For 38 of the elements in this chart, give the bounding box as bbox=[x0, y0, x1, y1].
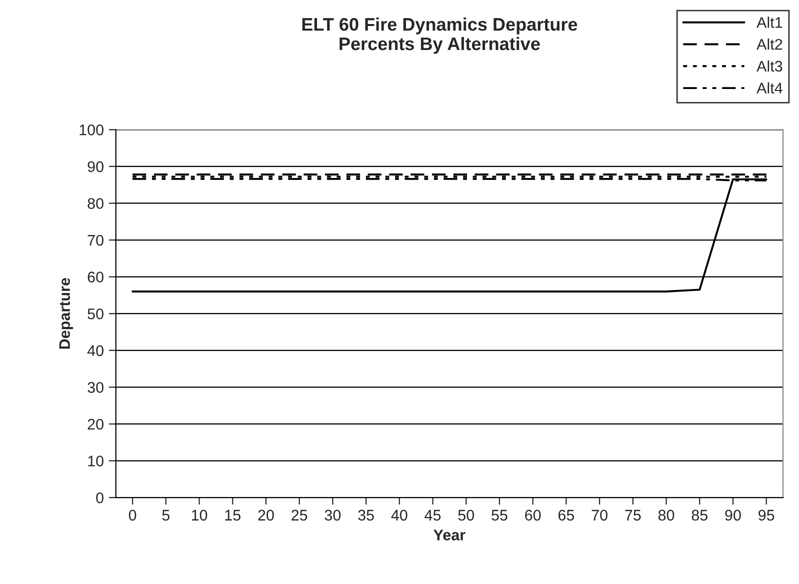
legend-label: Alt4 bbox=[756, 82, 782, 94]
x-tick-label: 80 bbox=[658, 510, 674, 521]
x-tick-label: 30 bbox=[324, 510, 341, 521]
x-tick-label: 85 bbox=[692, 510, 708, 521]
x-tick-label: 20 bbox=[258, 510, 274, 521]
x-tick-label: 70 bbox=[592, 510, 608, 521]
y-tick-label: 10 bbox=[88, 456, 104, 466]
y-tick-label: 0 bbox=[96, 492, 104, 504]
y-tick-label: 90 bbox=[88, 161, 104, 172]
y-tick-label: 30 bbox=[88, 382, 104, 393]
x-tick-label: 15 bbox=[225, 510, 240, 521]
x-tick-label: 95 bbox=[758, 510, 774, 521]
x-tick-label: 50 bbox=[458, 510, 474, 521]
chart-title: ELT 60 Fire Dynamics Departure Percents By Alternative bbox=[302, 18, 578, 54]
x-tick-label: 40 bbox=[391, 510, 408, 521]
y-tick-label: 50 bbox=[88, 308, 104, 320]
x-tick-label: 55 bbox=[492, 510, 508, 521]
legend-label: Alt3 bbox=[756, 60, 782, 72]
y-axis-title: Departure bbox=[59, 278, 74, 349]
x-tick-label: 5 bbox=[162, 510, 170, 521]
legend-label: Alt2 bbox=[756, 38, 782, 50]
y-tick-label: 70 bbox=[88, 234, 104, 246]
y-tick-label: 20 bbox=[88, 418, 104, 430]
y-tick-label: 60 bbox=[88, 272, 104, 282]
legend-label: Alt1 bbox=[756, 16, 782, 28]
x-axis-title: Year bbox=[434, 530, 466, 540]
x-tick-label: 0 bbox=[128, 510, 136, 521]
y-tick-label: 80 bbox=[88, 198, 104, 209]
x-tick-label: 10 bbox=[192, 510, 208, 521]
x-tick-label: 65 bbox=[558, 510, 574, 521]
x-tick-label: 60 bbox=[525, 510, 541, 521]
x-tick-label: 75 bbox=[625, 510, 641, 521]
y-tick-label: 40 bbox=[87, 345, 104, 356]
x-tick-label: 35 bbox=[358, 510, 374, 521]
x-tick-label: 90 bbox=[725, 510, 741, 521]
x-tick-label: 25 bbox=[292, 510, 308, 521]
x-tick-label: 45 bbox=[424, 510, 441, 521]
y-tick-label: 100 bbox=[80, 124, 104, 136]
